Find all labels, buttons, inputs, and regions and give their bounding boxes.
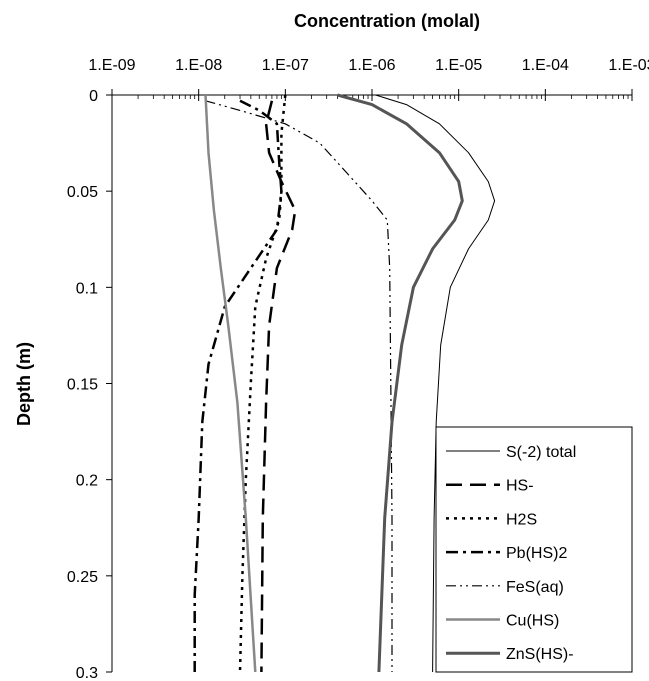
y-tick-label: 0 — [89, 88, 98, 105]
series-line — [205, 100, 393, 672]
series-line — [375, 94, 496, 673]
plot-area: 1.E-09 1.E-08 1.E-07 1.E-06 1.E-05 1.E-04 1.E-… — [67, 57, 649, 681]
x-tick-label: 1.E-07 — [262, 57, 309, 74]
series-line — [337, 93, 464, 673]
y-tick-label: 0.1 — [76, 280, 98, 297]
legend-label: ZnS(HS)- — [506, 646, 574, 663]
legend-label: H2S — [506, 511, 537, 528]
x-tick-label: 1.E-08 — [175, 57, 222, 74]
series-line — [204, 94, 257, 673]
legend-label: Pb(HS)2 — [506, 545, 567, 562]
x-tick-label: 1.E-04 — [522, 57, 569, 74]
y-axis-label: Depth (m) — [14, 342, 34, 426]
legend-label: FeS(aq) — [506, 579, 564, 596]
legend-label: HS- — [506, 478, 534, 495]
legend-label: S(-2) total — [506, 444, 576, 461]
legend-box — [435, 426, 633, 673]
x-tick-label: 1.E-09 — [88, 57, 135, 74]
legend-label: Cu(HS) — [506, 613, 559, 630]
y-tick-label: 0.15 — [67, 377, 98, 394]
y-tick-label: 0.2 — [76, 473, 98, 490]
x-axis-label: Concentration (molal) — [294, 11, 480, 31]
x-tick-label: 1.E-05 — [435, 57, 482, 74]
y-tick-label: 0.3 — [76, 665, 98, 681]
legend: S(-2) total HS- H2S Pb(HS)2 FeS(aq) Cu(HS) ZnS… — [435, 426, 633, 673]
x-tick-label: 1.E-03 — [608, 57, 649, 74]
y-tick-label: 0.05 — [67, 184, 98, 201]
y-tick-label: 0.25 — [67, 569, 98, 586]
x-tick-label: 1.E-06 — [348, 57, 395, 74]
series-line — [260, 100, 297, 673]
series-line — [193, 99, 283, 672]
